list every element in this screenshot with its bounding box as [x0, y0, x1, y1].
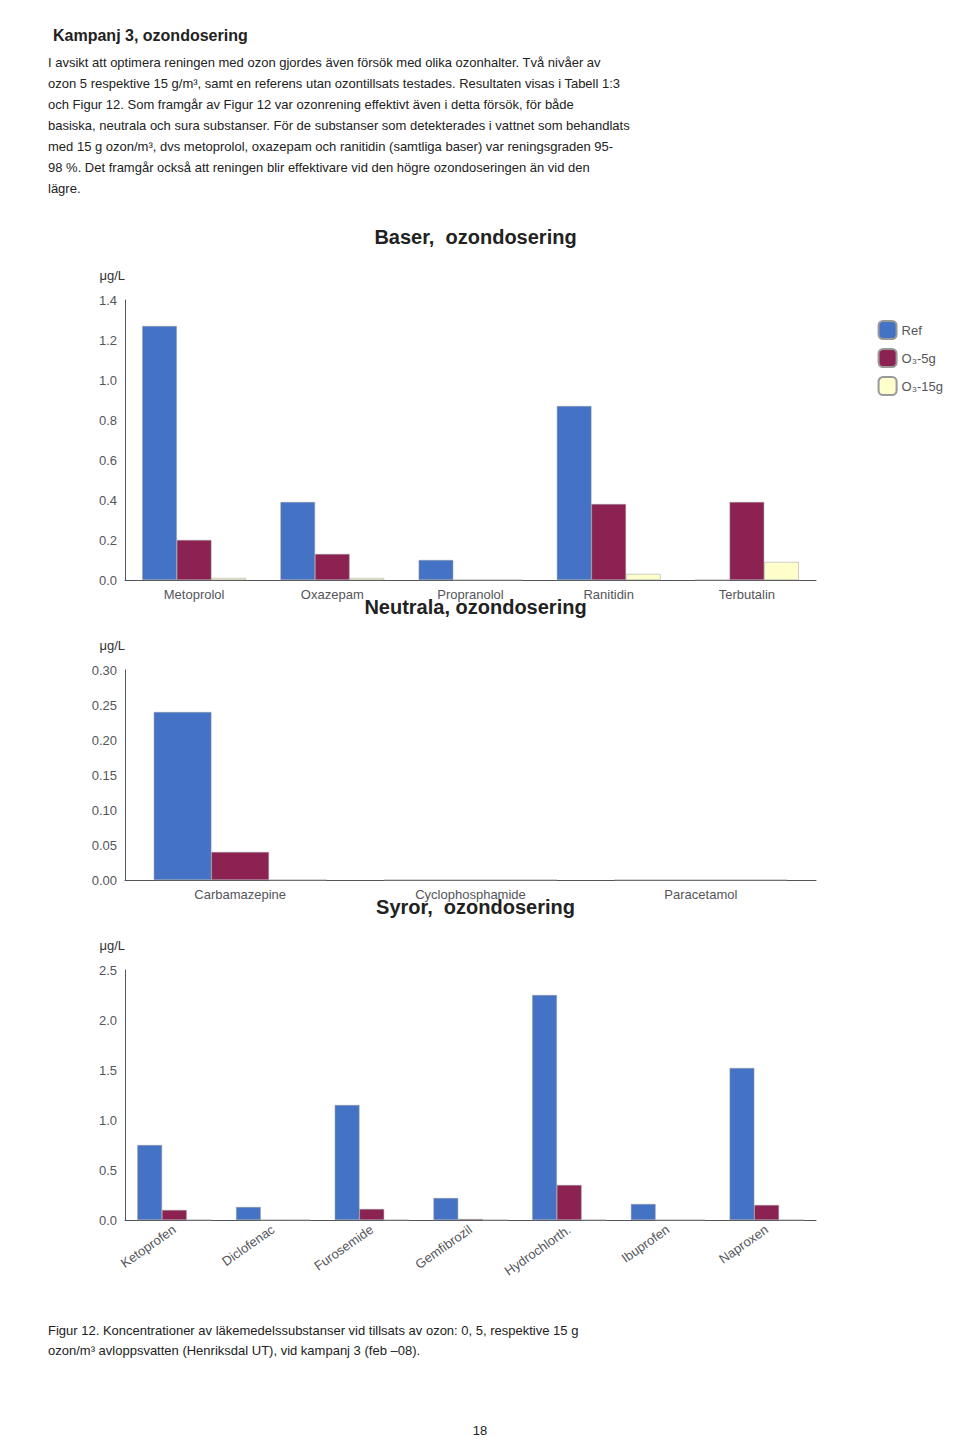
svg-text:Paracetamol: Paracetamol	[664, 887, 737, 902]
svg-text:Gemfibrozil: Gemfibrozil	[412, 1222, 475, 1272]
svg-text:lägre.: lägre.	[48, 181, 81, 196]
svg-text:Neutrala, ozondosering: Neutrala, ozondosering	[364, 596, 586, 618]
svg-text:med 15 g ozon/m³, dvs metoprol: med 15 g ozon/m³, dvs metoprolol, oxazep…	[48, 139, 613, 154]
svg-text:O₃-5g: O₃-5g	[902, 351, 936, 366]
svg-text:Diclofenac: Diclofenac	[219, 1222, 278, 1269]
svg-text:0.6: 0.6	[99, 453, 117, 468]
svg-text:Ketoprofen: Ketoprofen	[118, 1222, 179, 1271]
svg-text:0.30: 0.30	[92, 663, 117, 678]
svg-text:ozon 5 respektive 15 g/m³, sam: ozon 5 respektive 15 g/m³, samt en refer…	[48, 76, 620, 91]
svg-text:0.00: 0.00	[92, 873, 117, 888]
svg-text:Ref: Ref	[902, 323, 923, 338]
svg-text:μg/L: μg/L	[99, 268, 125, 283]
svg-text:0.20: 0.20	[92, 733, 117, 748]
svg-text:Furosemide: Furosemide	[311, 1222, 376, 1274]
svg-text:Ibuprofen: Ibuprofen	[619, 1222, 673, 1266]
svg-text:1.0: 1.0	[99, 373, 117, 388]
svg-text:0.8: 0.8	[99, 413, 117, 428]
svg-text:0.10: 0.10	[92, 803, 117, 818]
svg-text:Carbamazepine: Carbamazepine	[194, 887, 286, 902]
svg-text:18: 18	[473, 1423, 487, 1438]
svg-text:Cyclophosphamide: Cyclophosphamide	[415, 887, 526, 902]
svg-text:1.2: 1.2	[99, 333, 117, 348]
svg-text:μg/L: μg/L	[99, 638, 125, 653]
svg-text:Metoprolol: Metoprolol	[164, 587, 225, 602]
svg-text:Oxazepam: Oxazepam	[301, 587, 364, 602]
svg-text:2.5: 2.5	[99, 963, 117, 978]
svg-text:Kampanj 3, ozondosering: Kampanj 3, ozondosering	[53, 27, 248, 44]
svg-text:Syror, ozondosering: Syror, ozondosering	[376, 896, 575, 918]
svg-text:I avsikt att optimera reningen: I avsikt att optimera reningen med ozon …	[48, 55, 601, 70]
svg-text:Naproxen: Naproxen	[716, 1222, 771, 1267]
svg-text:0.05: 0.05	[92, 838, 117, 853]
svg-text:0.2: 0.2	[99, 533, 117, 548]
svg-text:0.5: 0.5	[99, 1163, 117, 1178]
svg-text:98 %. Det framgår också att re: 98 %. Det framgår också att reningen bli…	[48, 160, 590, 175]
svg-text:μg/L: μg/L	[99, 938, 125, 953]
svg-text:0.0: 0.0	[99, 573, 117, 588]
svg-text:Ranitidin: Ranitidin	[583, 587, 634, 602]
svg-text:1.4: 1.4	[99, 293, 117, 308]
svg-text:Terbutalin: Terbutalin	[719, 587, 775, 602]
svg-text:0.15: 0.15	[92, 768, 117, 783]
svg-text:1.0: 1.0	[99, 1113, 117, 1128]
svg-text:basiska, neutrala och sura sub: basiska, neutrala och sura substanser. F…	[48, 118, 630, 133]
svg-text:Baser, ozondosering: Baser, ozondosering	[374, 226, 576, 248]
svg-text:O₃-15g: O₃-15g	[902, 379, 943, 394]
svg-text:0.25: 0.25	[92, 698, 117, 713]
svg-text:ozon/m³ avloppsvatten (Henriks: ozon/m³ avloppsvatten (Henriksdal UT), v…	[48, 1343, 420, 1358]
svg-text:1.5: 1.5	[99, 1063, 117, 1078]
svg-text:och Figur 12. Som framgår av F: och Figur 12. Som framgår av Figur 12 va…	[48, 97, 574, 112]
svg-text:Figur 12. Koncentrationer av l: Figur 12. Koncentrationer av läkemedelss…	[48, 1323, 578, 1338]
svg-text:0.0: 0.0	[99, 1213, 117, 1228]
svg-text:Propranolol: Propranolol	[437, 587, 504, 602]
svg-text:Hydrochlorth.: Hydrochlorth.	[502, 1222, 574, 1279]
svg-text:0.4: 0.4	[99, 493, 117, 508]
svg-text:2.0: 2.0	[99, 1013, 117, 1028]
